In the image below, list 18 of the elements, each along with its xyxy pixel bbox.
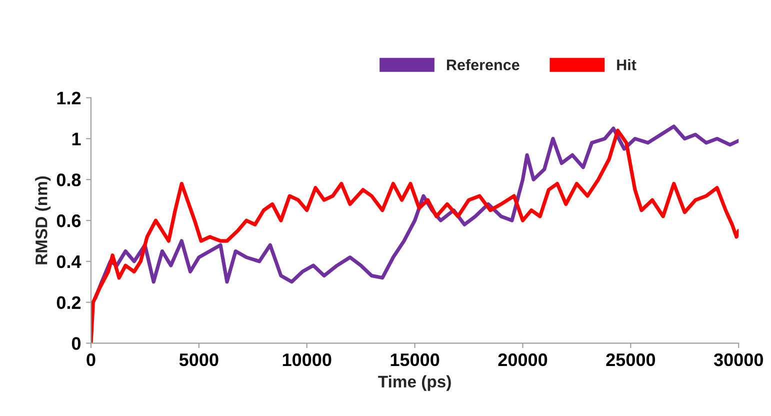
legend-label: Hit <box>617 59 636 70</box>
x-tick-label: 15000 <box>390 353 440 366</box>
y-tick-label: 0 <box>72 337 81 350</box>
x-tick-label: 30000 <box>714 353 763 366</box>
x-tick-label: 20000 <box>498 353 548 366</box>
y-tick-label: 1 <box>72 132 81 146</box>
x-tick-label: 10000 <box>282 353 332 366</box>
legend-label: Reference <box>446 59 520 70</box>
x-axis-title: Time (ps) <box>378 375 451 391</box>
y-tick-label: 0.8 <box>56 174 81 186</box>
y-tick-label: 0.2 <box>56 296 81 310</box>
x-tick-label: 25000 <box>606 353 656 366</box>
y-axis-title: RMSD (nm) <box>35 176 51 264</box>
x-tick-label: 0 <box>86 353 96 366</box>
x-tick-label: 5000 <box>179 353 218 366</box>
y-tick-label: 0.6 <box>56 214 81 228</box>
y-tick-label: 1.2 <box>57 92 81 104</box>
y-tick-label: 0.4 <box>56 255 82 268</box>
